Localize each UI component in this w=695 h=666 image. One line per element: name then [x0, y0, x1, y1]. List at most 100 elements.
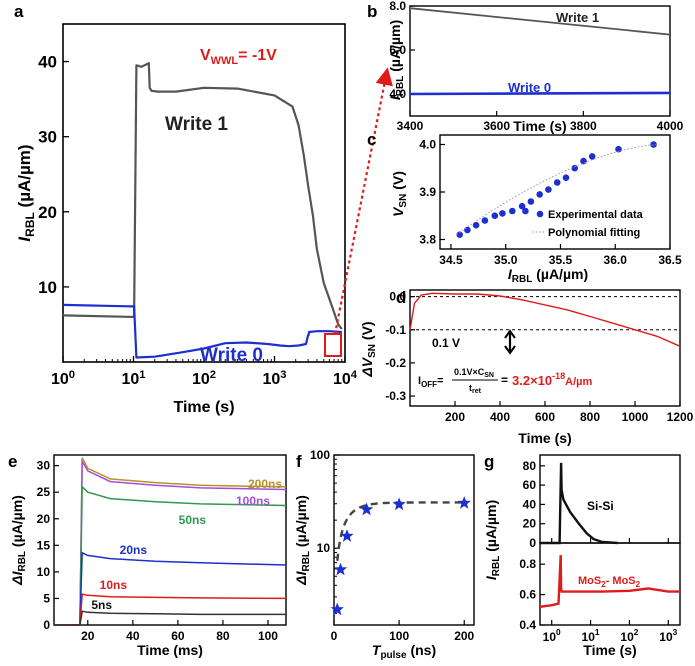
panel-c-axes: 34.5 35.0 35.5 36.0 36.5 3.8 3.9 4.0 [419, 138, 682, 268]
panel-d-xlabel: Time (s) [518, 430, 571, 446]
data-point [571, 164, 578, 172]
y-tick-label: 30 [37, 459, 51, 473]
data-point [499, 210, 506, 217]
x-tick-label: 100 [543, 627, 561, 644]
panel-e-series [54, 457, 287, 626]
formula-lhs: IOFF= [418, 375, 444, 389]
panel-a-xlabel: Time (s) [173, 399, 234, 416]
y-tick-label: 10 [317, 541, 331, 555]
panel-letter-a: a [14, 2, 24, 21]
y-tick-label-top: 60 [523, 478, 537, 492]
panel-g-series [539, 462, 680, 608]
panel-c: c 34.5 35.0 35.5 36.0 36.5 3.8 3.9 4.0 Experime… [367, 130, 682, 285]
delta-arrow-heads [504, 329, 516, 355]
x-tick-label: 101 [121, 369, 145, 388]
y-tick-label: 0 [43, 618, 50, 632]
panel-f-ylabel: ΔIRBL (µA/µm) [293, 495, 312, 586]
panel-f-frame [333, 454, 475, 626]
panel-c-legend-data: Experimental data [548, 209, 644, 221]
x-tick-label: 102 [192, 369, 216, 388]
x-tick-label: 104 [333, 369, 358, 388]
y-tick-label: -0.1 [385, 323, 406, 337]
x-tick-label: 34.5 [439, 253, 463, 267]
y-tick-label: 100 [310, 448, 330, 462]
data-point [545, 186, 552, 193]
panel-a-axes: 100 101 102 103 104 10 20 30 40 [38, 53, 358, 388]
x-tick-label: 36.5 [658, 253, 682, 267]
panel-g-ylabel: IRBL (µA/µm) [483, 500, 502, 580]
data-point [553, 179, 561, 186]
y-tick-label-top: 20 [523, 517, 537, 531]
data-point [472, 221, 480, 229]
delta-label: 0.1 V [432, 336, 460, 350]
y-tick-label: 0.0 [389, 290, 406, 304]
data-point [522, 207, 529, 215]
y-tick-label: 8.0 [389, 0, 406, 13]
panel-a-series [62, 62, 343, 359]
series-line-delta-vsn [409, 292, 681, 347]
panel-c-legend-fit: Polynomial fitting [548, 227, 640, 239]
formula-equals: = [501, 373, 508, 387]
series-line-si-si [540, 462, 618, 545]
panel-d-ylabel: ΔVSN (V) [359, 321, 378, 377]
x-tick-label: 80 [216, 629, 230, 643]
x-tick-label: 1200 [667, 410, 694, 424]
y-tick-label: 3.8 [419, 233, 436, 247]
panel-f-xlabel: Tpulse (ns) [372, 642, 436, 661]
x-tick-label: 3600 [483, 119, 510, 133]
y-tick-label: 4.0 [389, 87, 406, 101]
x-tick-label: 400 [490, 410, 510, 424]
panel-c-series [456, 141, 660, 238]
y-tick-label: -0.2 [385, 356, 406, 370]
panel-b-ylabel: IRBL (µA/µm) [387, 20, 406, 100]
y-tick-label: -0.3 [385, 389, 406, 403]
y-tick-label-top: 80 [523, 459, 537, 473]
y-tick-label-top: 0 [529, 536, 536, 550]
series-line-10ns [54, 593, 287, 626]
zoom-arrow [333, 67, 393, 335]
y-tick-label: 20 [37, 512, 51, 526]
series-line-5ns [54, 610, 286, 626]
data-point [481, 217, 489, 224]
x-tick-label: 100 [51, 369, 75, 388]
panel-e-frame [53, 454, 287, 626]
panel-c-ylabel: VSN (V) [390, 171, 409, 217]
x-tick-label: 35.5 [549, 253, 573, 267]
series-label-write0: Write 0 [200, 345, 263, 366]
x-tick-label: 20 [81, 629, 95, 643]
series-label-20ns: 20ns [120, 543, 148, 557]
data-point-star [457, 496, 471, 509]
x-tick-label: 4000 [657, 119, 684, 133]
y-tick-label: 30 [38, 128, 57, 147]
x-tick-label: 3800 [570, 119, 597, 133]
panel-e-series-labels: 200ns 100ns 50ns 20ns 10ns 5ns [91, 477, 282, 612]
series-label-50ns: 50ns [179, 513, 207, 527]
panel-d-axes: 200 400 600 800 1000 1200 0.0 -0.1 -0.2 -0.3 [385, 290, 693, 424]
data-point-star [333, 562, 348, 576]
x-tick-label: 200 [445, 410, 465, 424]
data-point [588, 153, 596, 160]
x-tick-label: 1000 [622, 410, 649, 424]
series-label-10ns: 10ns [100, 578, 128, 592]
panel-f: f 0 100 200 10 100 Tpulse (ns) ΔIRBL (µA/µm) [293, 448, 475, 661]
panel-a-ylabel: IRBL (µA/µm) [15, 144, 37, 241]
x-tick-label: 3400 [397, 119, 424, 133]
data-point [580, 157, 587, 165]
series-line-write0 [409, 91, 671, 96]
zoom-region-box [324, 333, 342, 357]
data-point [509, 207, 516, 215]
series-line-write0 [62, 303, 342, 359]
panel-b-frame [409, 5, 671, 117]
x-tick-label: 40 [126, 629, 140, 643]
data-point [518, 202, 526, 210]
x-tick-label: 36.0 [604, 253, 628, 267]
x-tick-label: 800 [580, 410, 600, 424]
data-point-star [330, 602, 344, 616]
x-tick-label: 0 [331, 629, 338, 643]
data-point [536, 191, 543, 198]
series-line-write1 [409, 7, 671, 36]
series-line-write1 [62, 62, 343, 330]
data-point [491, 212, 499, 219]
formula-denominator: tret [469, 383, 482, 395]
